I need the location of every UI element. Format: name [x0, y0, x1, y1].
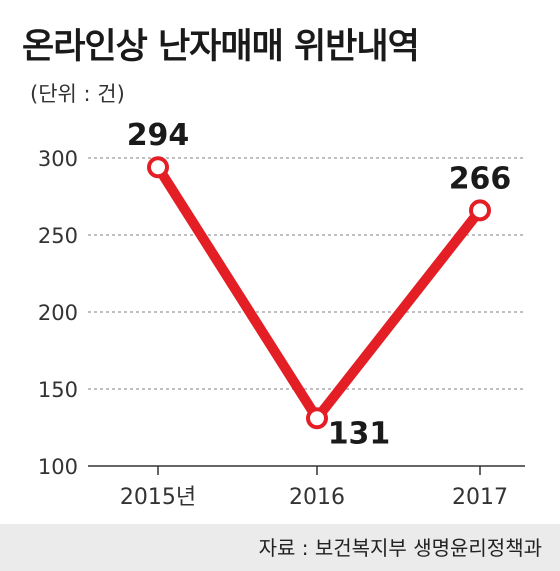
y-tick-label-250: 250: [38, 224, 78, 248]
y-tick-label-100: 100: [38, 455, 78, 479]
series-line: [153, 162, 485, 427]
footer-bar: 자료 : 보건복지부 생명윤리정책과: [0, 524, 560, 571]
y-tick-label-150: 150: [38, 378, 78, 402]
chart-title: 온라인상 난자매매 위반내역: [22, 27, 420, 67]
unit-label: (단위 : 건): [30, 82, 125, 106]
data-point-2: [469, 199, 491, 222]
data-label-2: 266: [449, 161, 512, 196]
x-tick-label-0: 2015년: [120, 485, 196, 510]
y-tick-label-300: 300: [38, 147, 78, 171]
data-label-0: 294: [127, 118, 190, 153]
source-note: 자료 : 보건복지부 생명윤리정책과: [258, 536, 542, 560]
x-tick-label-2: 2017: [452, 485, 508, 510]
data-point-1: [306, 407, 328, 430]
data-point-0: [147, 156, 169, 179]
data-label-1: 131: [328, 416, 391, 451]
y-tick-label-200: 200: [38, 301, 78, 325]
line-chart: 100 150 200 250 300 2015년 2016 2017 294 131 266: [38, 118, 525, 510]
x-tick-label-1: 2016: [289, 485, 345, 510]
